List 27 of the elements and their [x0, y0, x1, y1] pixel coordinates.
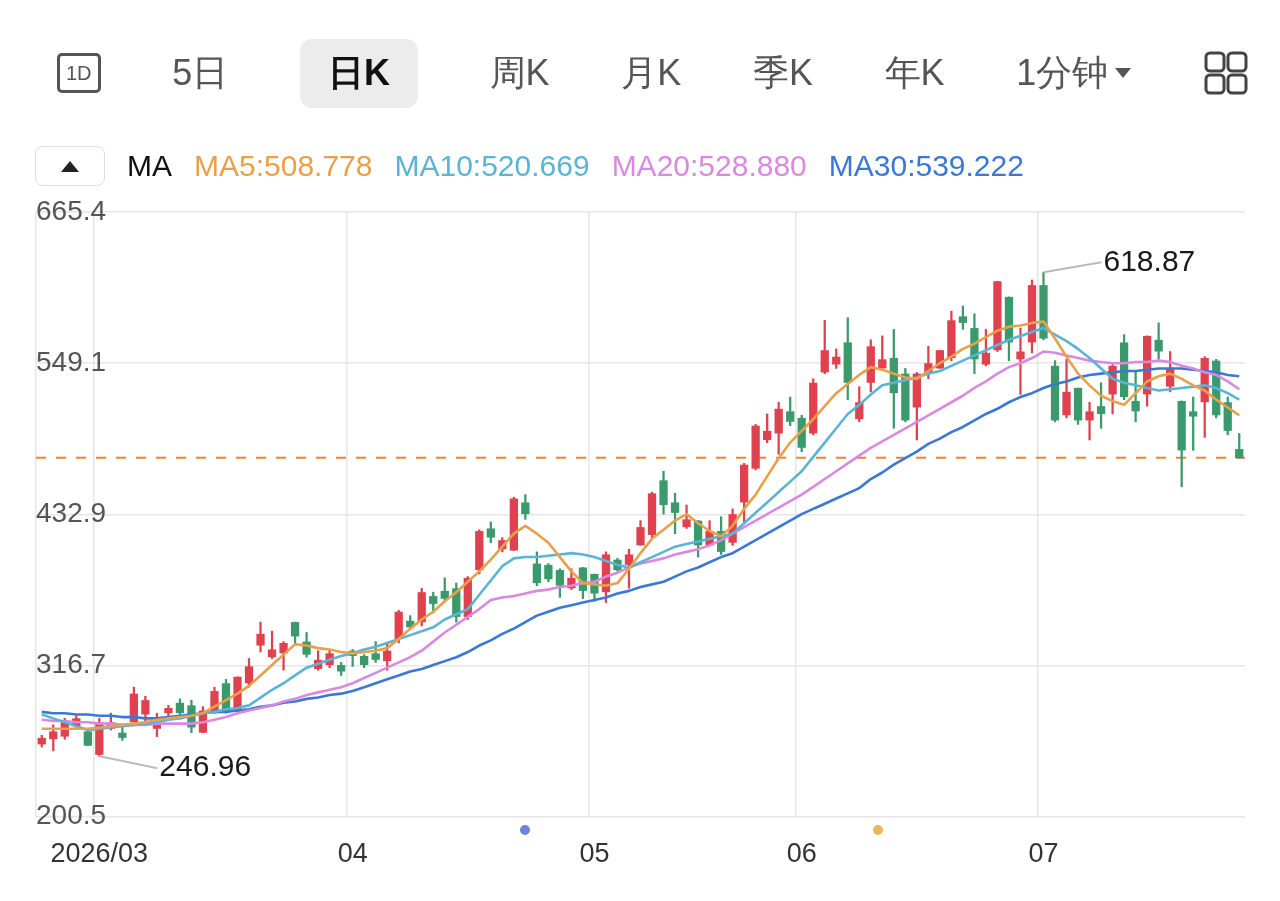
text: 月K [621, 50, 682, 95]
y-tick-label: 665.4 [36, 194, 107, 226]
text: MA10:520.669 [394, 149, 590, 183]
x-tick-label: 2026/03 [50, 838, 149, 869]
text: 1D [57, 53, 101, 93]
text: 季K [752, 50, 813, 95]
y-tick-label: 316.7 [36, 648, 107, 680]
annotation: 246.96 [159, 749, 252, 783]
text: 年K [884, 50, 945, 95]
text: 5日 [172, 50, 229, 95]
text: 周K [489, 50, 550, 95]
text: MA30:539.222 [828, 149, 1024, 183]
candlestick [1085, 401, 1094, 441]
y-tick-label: 432.9 [36, 496, 107, 528]
text: MA20:528.880 [611, 149, 807, 183]
annotation: 618.87 [1103, 243, 1196, 277]
candlestick [1016, 327, 1025, 395]
x-tick-label: 07 [1028, 838, 1059, 869]
x-tick-label: 06 [786, 838, 817, 869]
legend-title: MA [127, 149, 172, 183]
text: 日K [327, 50, 390, 95]
text: 1分钟 [1016, 50, 1109, 95]
y-tick-label: 200.5 [36, 799, 107, 831]
x-tick-label: 05 [579, 838, 610, 869]
y-tick-label: 549.1 [36, 345, 107, 377]
text: MA5:508.778 [194, 149, 373, 183]
x-tick-label: 04 [337, 838, 368, 869]
